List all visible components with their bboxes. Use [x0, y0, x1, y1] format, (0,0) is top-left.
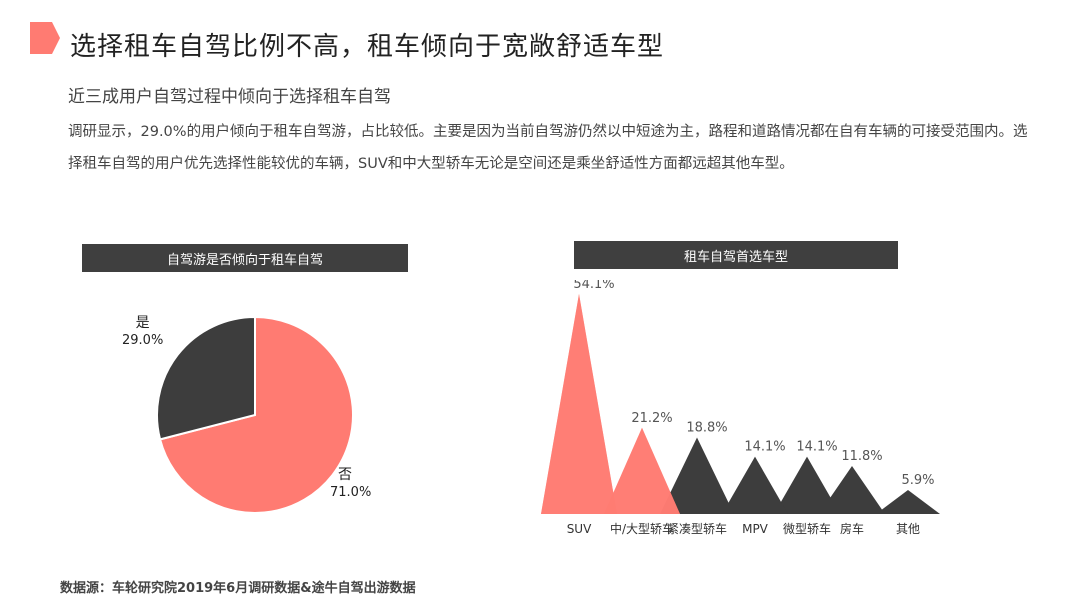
page-title: 选择租车自驾比例不高，租车倾向于宽敞舒适车型 [70, 32, 665, 62]
bar-value-label-0: 54.1% [573, 280, 614, 292]
pie-label-no-name: 否 [338, 467, 352, 483]
bar-chart: 54.1% 21.2% 18.8% 14.1% 14.1% 11.8% 5.9% SUV 中/大… [541, 280, 940, 536]
bar-category-label-2: 紧凑型轿车 [667, 521, 727, 536]
bar-category-label-3: MPV [742, 522, 769, 536]
bar-category-label-4: 微型轿车 [783, 521, 831, 536]
bar-category-label-1: 中/大型轿车 [610, 521, 674, 536]
bar-mark-overlay-0 [541, 294, 617, 514]
bar-mark-3 [722, 456, 788, 514]
pie-label-yes-value: 29.0% [122, 333, 164, 348]
bar-mark-overlay-1 [604, 427, 680, 514]
body-paragraph: 调研显示，29.0%的用户倾向于租车自驾游，占比较低。主要是因为当前自驾游仍然以… [68, 124, 1028, 172]
bar-value-label-5: 11.8% [841, 449, 882, 464]
pie-label-no-value: 71.0% [330, 485, 372, 500]
pie-label-no: 否 71.0% [330, 466, 371, 502]
pie-label-yes: 是 29.0% [122, 314, 163, 350]
pie-slice-yes [156, 315, 256, 441]
bar-value-label-1: 21.2% [631, 411, 672, 426]
bar-mark-2 [660, 437, 734, 514]
pie-label-yes-name: 是 [135, 315, 150, 331]
pie-slice-no [158, 315, 354, 514]
pie-chart [156, 315, 354, 514]
bar-value-label-2: 18.8% [686, 421, 727, 436]
pie-chart-title: 自驾游是否倾向于租车自驾 [82, 244, 408, 272]
bar-category-label-5: 房车 [840, 521, 864, 536]
bar-category-label-6: 其他 [896, 522, 920, 536]
data-source: 数据源：车轮研究院2019年6月调研数据&途牛自驾出游数据 [60, 581, 416, 596]
page-subtitle: 近三成用户自驾过程中倾向于选择租车自驾 [68, 87, 391, 107]
bar-value-label-6: 5.9% [901, 473, 934, 488]
bar-mark-4 [774, 456, 840, 514]
bar-mark-6 [876, 490, 940, 514]
title-marker [30, 22, 60, 54]
bar-value-label-4: 14.1% [796, 440, 837, 455]
bar-mark-5 [819, 466, 885, 514]
bar-chart-title: 租车自驾首选车型 [574, 241, 898, 269]
bar-category-label-0: SUV [567, 522, 592, 536]
bar-value-label-3: 14.1% [744, 440, 785, 455]
